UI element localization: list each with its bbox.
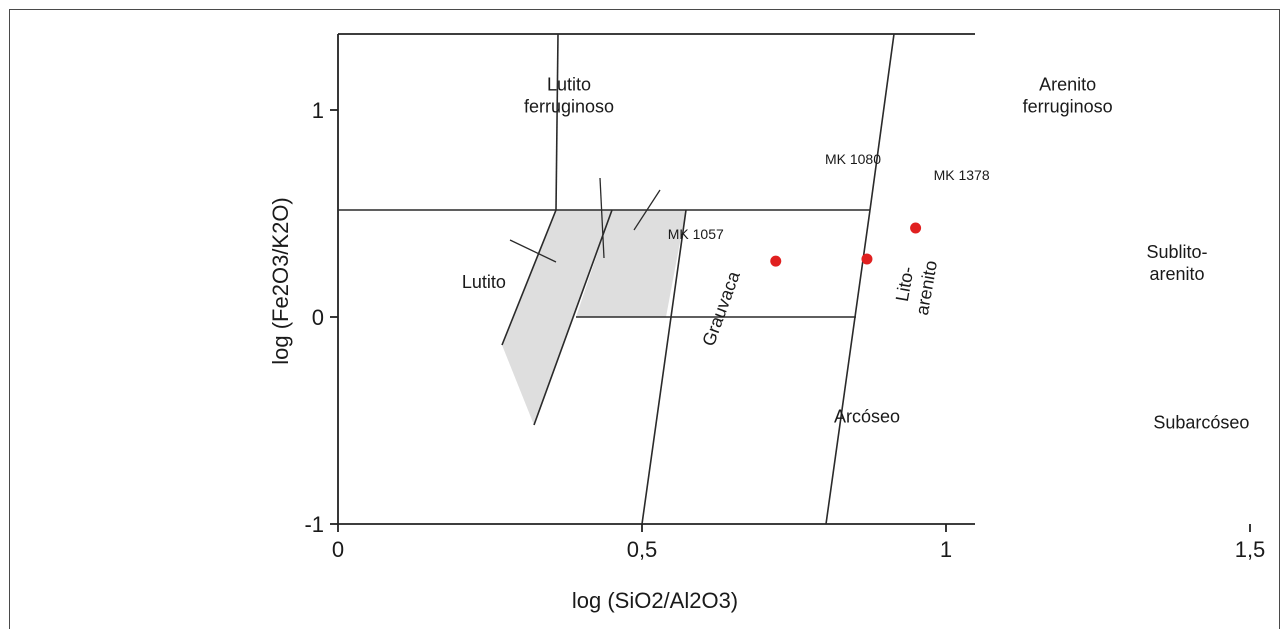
boundary-quartzoso: [869, 33, 895, 211]
y-tick-label-1: 0: [312, 305, 324, 330]
x-tick-label-0: 0: [332, 537, 344, 562]
leader-mk1057: [509, 239, 557, 263]
boundary-grauvaca-upper: [501, 209, 557, 346]
boundary-vertical-ferruginoso: [555, 33, 559, 211]
grauvaca-field: [502, 210, 612, 425]
data-point-1: [861, 253, 873, 265]
region-label-0: Lutito ferruginoso: [524, 75, 614, 117]
figure-frame: [9, 9, 1280, 629]
data-point-label-2: MK 1378: [934, 167, 990, 183]
region-label-3: Grauvaca: [698, 268, 744, 349]
y-tick-label-2: -1: [304, 512, 324, 537]
data-point-label-1: MK 1080: [825, 151, 881, 167]
y-axis-label: log (Fe2O3/K2O): [268, 197, 293, 365]
x-tick-label-3: 1,5: [1235, 537, 1266, 562]
x-tick-label-2: 1: [940, 537, 952, 562]
boundary-litoarenito-right: [641, 209, 687, 525]
x-tick-label-1: 0,5: [627, 537, 658, 562]
x-axis-label: log (SiO2/Al2O3): [572, 588, 738, 613]
data-point-2: [910, 222, 922, 234]
region-label-1: Arenito ferruginoso: [1023, 75, 1113, 117]
boundary-grauvaca-lower: [533, 209, 613, 426]
data-point-label-0: MK 1057: [668, 226, 724, 242]
region-label-7: Subarcóseo: [1153, 413, 1249, 433]
y-tick-label-0: 1: [312, 98, 324, 123]
region-label-6: Arcóseo: [834, 406, 900, 426]
region-label-2: Lutito: [462, 272, 506, 292]
region-label-4: Lito-arenito: [890, 255, 941, 317]
data-point-0: [770, 255, 782, 267]
leader-mk1378: [633, 189, 661, 231]
leader-mk1080: [599, 177, 605, 259]
region-label-5: Sublito-arenito: [1147, 242, 1208, 284]
